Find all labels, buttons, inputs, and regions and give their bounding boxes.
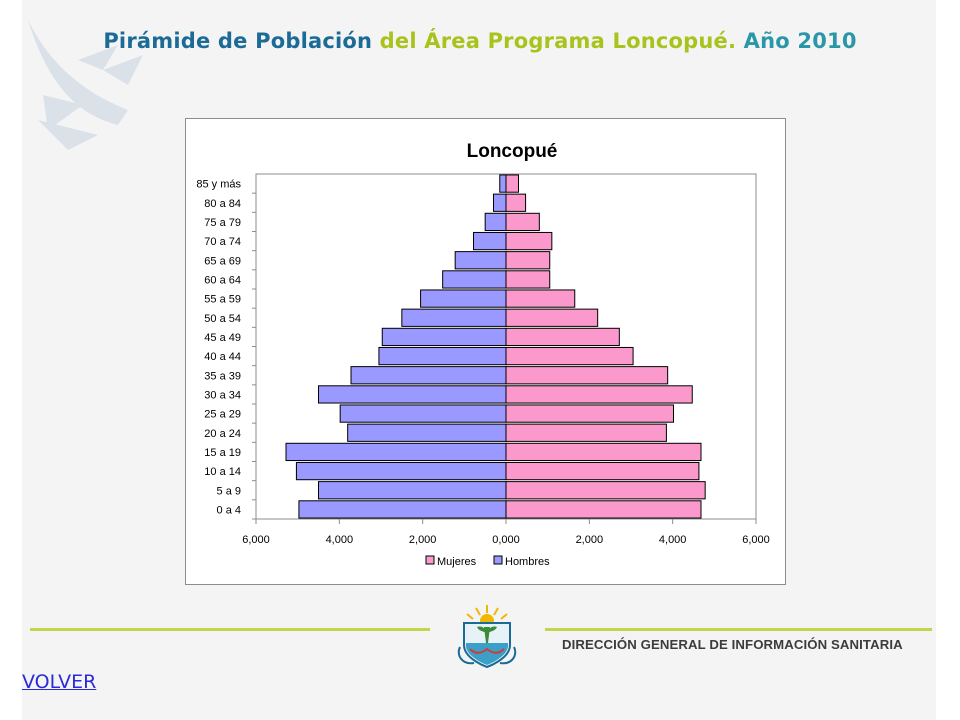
x-tick-label-0: 6,000 [242,534,270,546]
y-tick-label-4: 20 a 24 [204,428,241,440]
title-part-2: del Área Programa Loncopué. [379,29,737,53]
title-part-1: Pirámide de Población [103,29,373,53]
bar-mujeres-4 [505,423,667,442]
y-tick-label-11: 55 a 59 [204,294,241,306]
bar-mujeres-8 [505,346,634,366]
chart-title: Loncopué [467,141,558,162]
y-tick-label-16: 80 a 84 [204,198,241,210]
legend-swatch-hombres [493,555,503,565]
footer-divider-right [545,628,932,631]
bar-hombres-1 [318,481,507,500]
bar-hombres-12 [442,270,507,289]
y-tick-label-17: 85 y más [196,179,241,191]
bar-mujeres-9 [505,327,620,347]
bar-mujeres-5 [505,404,674,423]
y-tick-label-15: 75 a 79 [204,217,241,229]
bar-hombres-0 [298,500,507,519]
bar-mujeres-1 [505,481,706,500]
bar-mujeres-6 [505,385,693,404]
bar-mujeres-7 [505,366,669,385]
bar-mujeres-10 [505,308,599,327]
bar-hombres-15 [484,212,507,232]
x-tick-label-2: 2,000 [409,534,437,546]
bar-mujeres-15 [505,212,540,232]
y-tick-label-14: 70 a 74 [204,236,241,248]
legend-label-mujeres: Mujeres [437,556,477,568]
population-pyramid-chart: Loncopué 0 a 4 5 a 9 10 a 14 15 a 19 20 a 24 2… [185,118,786,585]
bar-mujeres-3 [505,442,702,462]
legend-label-hombres: Hombres [505,556,550,568]
y-tick-label-5: 25 a 29 [204,409,241,421]
chart-svg: Loncopué 0 a 4 5 a 9 10 a 14 15 a 19 20 a 24 2… [196,141,770,568]
bar-mujeres-17 [505,174,519,193]
y-tick-label-2: 10 a 14 [204,466,241,478]
y-tick-label-9: 45 a 49 [204,332,241,344]
x-tick-label-5: 4,000 [659,534,687,546]
x-tick-label-4: 2,000 [576,534,604,546]
y-tick-label-8: 40 a 44 [204,351,241,363]
y-tick-label-3: 15 a 19 [204,447,241,459]
legend-swatch-mujeres [425,555,435,565]
y-tick-label-6: 30 a 34 [204,389,241,401]
y-tick-label-1: 5 a 9 [217,485,241,497]
bar-mujeres-13 [505,251,551,270]
y-tick-label-7: 35 a 39 [204,370,241,382]
bar-mujeres-11 [505,289,576,308]
volver-link[interactable]: VOLVER [22,671,97,693]
bar-hombres-8 [378,346,507,366]
dove-watermark-logo [28,20,143,150]
bar-hombres-13 [454,251,507,270]
bar-hombres-11 [420,289,507,308]
bar-hombres-17 [499,174,507,193]
x-tick-label-1: 4,000 [326,534,354,546]
bar-hombres-14 [473,231,507,251]
bar-hombres-16 [493,193,507,212]
y-tick-label-13: 65 a 69 [204,255,241,267]
province-emblem-logo [457,605,517,669]
bar-hombres-7 [350,366,507,385]
y-tick-label-10: 50 a 54 [204,313,241,325]
footer-divider-left [30,628,430,631]
bar-mujeres-14 [505,231,553,251]
bar-hombres-5 [339,404,507,423]
title-part-3: Año 2010 [743,29,857,53]
bar-mujeres-2 [505,461,700,481]
bar-hombres-3 [285,442,507,462]
bar-hombres-6 [318,385,507,404]
bar-mujeres-12 [505,270,551,289]
bar-hombres-4 [347,423,507,442]
bar-hombres-9 [381,327,507,347]
bar-hombres-10 [401,308,507,327]
bar-mujeres-0 [505,500,702,519]
bar-hombres-2 [295,461,507,481]
y-tick-label-0: 0 a 4 [217,504,241,516]
bar-mujeres-16 [505,193,527,212]
y-tick-label-12: 60 a 64 [204,274,241,286]
slide-title: Pirámide de Población del Área Programa … [60,26,900,56]
organization-name: DIRECCIÓN GENERAL DE INFORMACIÓN SANITAR… [562,637,903,652]
x-tick-label-3: 0,000 [492,534,520,546]
x-tick-label-6: 6,000 [742,534,770,546]
